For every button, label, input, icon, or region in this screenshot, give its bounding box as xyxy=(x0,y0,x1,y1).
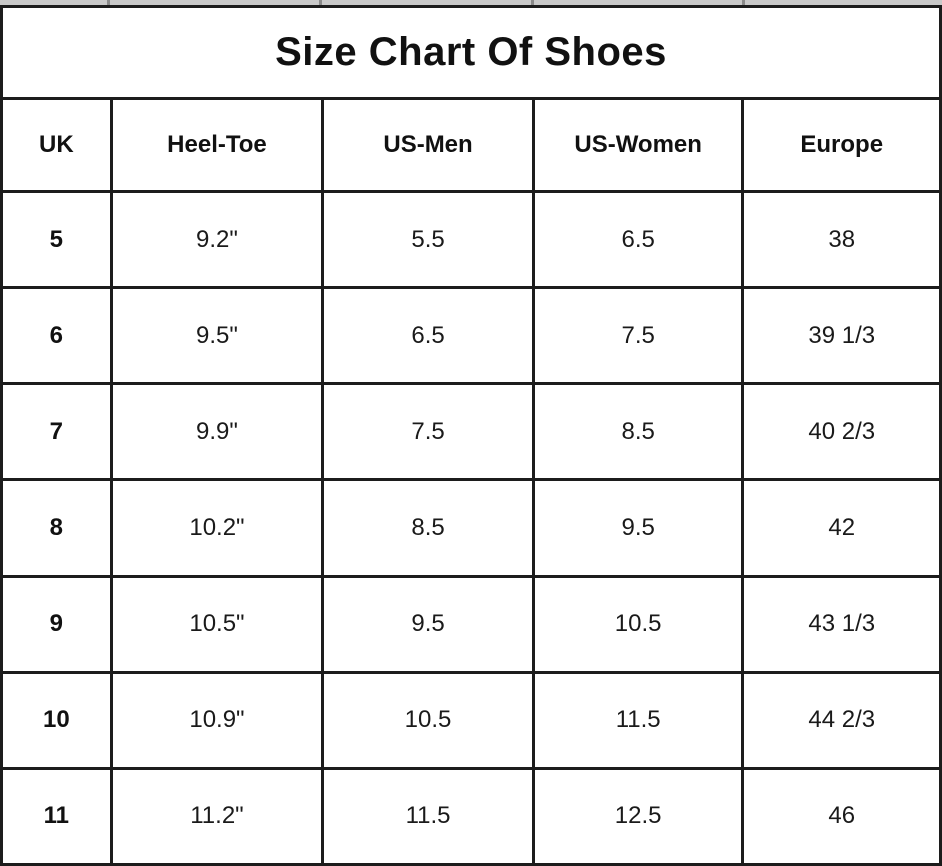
column-header-uk: UK xyxy=(39,131,74,158)
table-cell-us-women: 12.5 xyxy=(531,769,742,863)
table-cell-us-men: 11.5 xyxy=(321,769,532,863)
table-row: 5 9.2" 5.5 6.5 38 xyxy=(3,193,939,290)
table-row: 9 10.5" 9.5 10.5 43 1/3 xyxy=(3,577,939,674)
table-cell-us-women: 10.5 xyxy=(531,577,742,671)
table-cell-heel-toe: 10.2" xyxy=(109,481,322,575)
table-row: 6 9.5" 6.5 7.5 39 1/3 xyxy=(3,289,939,386)
table-cell-us-men: 10.5 xyxy=(321,673,532,767)
column-header-us-men: US-Men xyxy=(321,100,532,190)
table-row: 8 10.2" 8.5 9.5 42 xyxy=(3,481,939,578)
table-cell-heel-toe: 10.9" xyxy=(109,673,322,767)
table-cell-us-women: 11.5 xyxy=(531,673,742,767)
column-header-europe: Europe xyxy=(741,100,938,190)
column-header-us-women: US-Women xyxy=(531,100,742,190)
table-cell-europe: 39 1/3 xyxy=(741,289,938,383)
table-cell-us-men: 9.5 xyxy=(321,577,532,671)
spreadsheet-remnant-strip xyxy=(0,0,942,5)
column-header-heel-toe: Heel-Toe xyxy=(109,100,322,190)
table-cell-us-women: 8.5 xyxy=(531,385,742,479)
table-header-row: UK Heel-Toe US-Men US-Women Europe xyxy=(3,100,939,193)
table-cell-us-men: 7.5 xyxy=(321,385,532,479)
table-cell-europe: 40 2/3 xyxy=(741,385,938,479)
table-title-row: Size Chart Of Shoes xyxy=(3,8,939,100)
table-row: 10 10.9" 10.5 11.5 44 2/3 xyxy=(3,673,939,770)
page-title: Size Chart Of Shoes xyxy=(275,30,667,74)
table-cell-heel-toe: 10.5" xyxy=(109,577,322,671)
table-cell-uk: 7 xyxy=(49,417,64,445)
table-cell-europe: 42 xyxy=(741,481,938,575)
table-cell-uk: 5 xyxy=(49,225,64,253)
table-cell-uk: 8 xyxy=(49,513,64,541)
gridline-tick xyxy=(319,0,322,5)
gridline-tick xyxy=(742,0,745,5)
table-cell-europe: 46 xyxy=(741,769,938,863)
table-cell-uk: 10 xyxy=(43,706,70,734)
table-cell-uk: 6 xyxy=(49,321,64,349)
table-cell-heel-toe: 9.9" xyxy=(109,385,322,479)
table-cell-europe: 38 xyxy=(741,193,938,287)
table-cell-us-women: 6.5 xyxy=(531,193,742,287)
size-chart-table: Size Chart Of Shoes UK Heel-Toe US-Men U… xyxy=(0,5,942,866)
table-cell-us-men: 8.5 xyxy=(321,481,532,575)
table-row: 7 9.9" 7.5 8.5 40 2/3 xyxy=(3,385,939,482)
table-cell-us-men: 6.5 xyxy=(321,289,532,383)
table-cell-heel-toe: 11.2" xyxy=(109,769,322,863)
table-cell-heel-toe: 9.5" xyxy=(109,289,322,383)
gridline-tick xyxy=(531,0,534,5)
table-cell-us-women: 7.5 xyxy=(531,289,742,383)
table-cell-heel-toe: 9.2" xyxy=(109,193,322,287)
table-cell-us-men: 5.5 xyxy=(321,193,532,287)
gridline-tick xyxy=(107,0,110,5)
table-cell-uk: 11 xyxy=(43,802,70,830)
table-cell-us-women: 9.5 xyxy=(531,481,742,575)
table-cell-europe: 43 1/3 xyxy=(741,577,938,671)
table-cell-uk: 9 xyxy=(49,610,64,638)
table-row: 11 11.2" 11.5 12.5 46 xyxy=(3,769,939,863)
table-cell-europe: 44 2/3 xyxy=(741,673,938,767)
